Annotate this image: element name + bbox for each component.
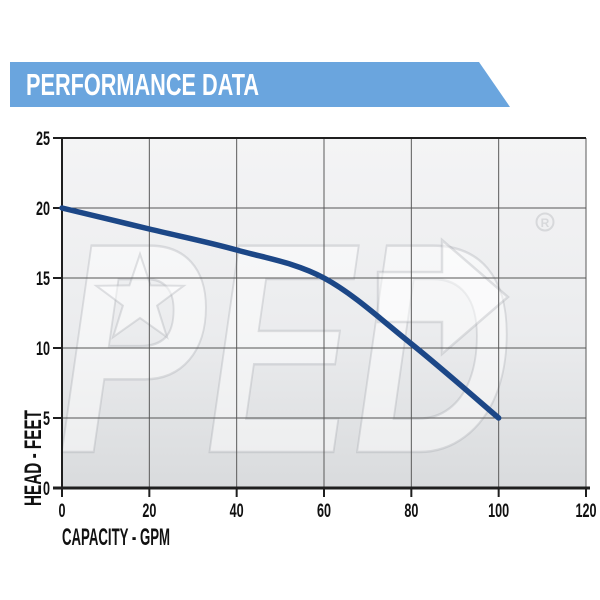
x-tick-label: 100	[488, 501, 509, 522]
x-tick-label: 60	[317, 501, 331, 522]
watermark-registered-circle	[535, 212, 555, 232]
watermark-registered-r: R	[541, 216, 550, 230]
watermark-star-icon	[93, 250, 187, 340]
y-tick-label: 5	[43, 409, 50, 430]
y-axis-title: HEAD - FEET	[20, 410, 47, 506]
y-tick-label: 20	[36, 199, 50, 220]
performance-data-banner: PERFORMANCE DATA	[10, 62, 510, 107]
x-tick-label: 120	[576, 501, 597, 522]
x-tick-label: 0	[59, 501, 66, 522]
x-tick-label: 20	[142, 501, 156, 522]
x-axis-title: CAPACITY - GPM	[62, 524, 170, 551]
banner-title: PERFORMANCE DATA	[26, 66, 260, 102]
pump-curve-line	[59, 205, 502, 421]
x-tick-label: 80	[404, 501, 418, 522]
y-tick-label: 15	[36, 269, 50, 290]
y-tick-label: 0	[43, 479, 50, 500]
y-tick-label: 25	[36, 129, 50, 150]
y-tick-label: 10	[36, 339, 50, 360]
x-tick-label: 40	[230, 501, 244, 522]
